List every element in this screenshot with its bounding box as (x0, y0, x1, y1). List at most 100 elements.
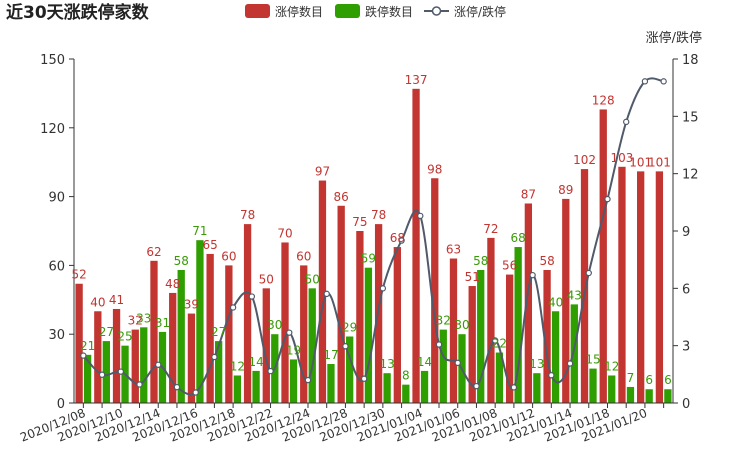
bar-limit-up (543, 269, 551, 403)
data-label-limit-up: 98 (427, 162, 442, 176)
data-label-limit-down: 32 (436, 314, 451, 328)
bars-layer (75, 88, 672, 404)
data-label-limit-up: 58 (539, 254, 554, 268)
bar-limit-down (140, 327, 148, 403)
ratio-point (136, 381, 143, 388)
bar-limit-down (83, 354, 92, 403)
y-left-tick-label: 30 (48, 328, 65, 343)
data-label-limit-up: 40 (90, 295, 105, 309)
data-label-limit-down: 15 (585, 353, 600, 367)
ratio-point (641, 78, 649, 85)
bar-limit-down (626, 386, 635, 403)
ratio-point (98, 371, 106, 378)
legend-marker-ratio (431, 6, 442, 16)
data-label-limit-down: 6 (645, 373, 653, 387)
bar-limit-down (514, 247, 522, 403)
data-label-limit-up: 78 (240, 208, 255, 222)
ratio-point (360, 375, 368, 382)
data-label-limit-down: 59 (361, 252, 376, 266)
data-label-limit-down: 13 (379, 357, 394, 371)
ratio-point (417, 212, 424, 220)
ratio-line-layer (80, 77, 667, 396)
ratio-point (398, 237, 405, 244)
data-label-limit-up: 70 (277, 226, 292, 240)
data-label-limit-down: 40 (548, 295, 563, 309)
y-left-tick-label: 0 (57, 397, 65, 412)
bar-limit-up (169, 292, 177, 403)
data-label-limit-down: 12 (604, 359, 619, 373)
data-label-limit-up: 41 (109, 293, 124, 307)
bar-limit-up (281, 242, 289, 403)
ratio-point (585, 269, 592, 277)
bar-limit-down (420, 370, 429, 403)
y-right-tick-label: 12 (682, 168, 699, 183)
legend-swatch-limit-down (335, 4, 360, 18)
data-label-limit-up: 75 (352, 215, 367, 229)
bar-limit-up (150, 260, 158, 403)
bar-limit-up (262, 288, 270, 403)
bar-limit-down (570, 304, 578, 403)
data-labels-layer: 5221402741253233623148583971652760127814… (71, 73, 671, 387)
y2-axis-label: 涨停/跌停 (646, 30, 702, 46)
data-label-limit-down: 27 (211, 325, 226, 339)
data-label-limit-down: 13 (529, 357, 544, 371)
bar-limit-down (439, 329, 447, 403)
bar-limit-down (664, 389, 672, 403)
data-label-limit-up: 51 (465, 270, 480, 284)
bar-limit-down (383, 373, 391, 403)
legend-label-limit-down: 跌停数目 (365, 4, 413, 19)
data-label-limit-up: 97 (315, 165, 330, 179)
ratio-point (80, 352, 87, 359)
data-label-limit-down: 14 (248, 355, 263, 369)
bar-limit-up (225, 265, 233, 403)
y-right-tick-label: 15 (682, 110, 699, 125)
legend-item-ratio[interactable]: 涨停/跌停 (424, 4, 506, 19)
bar-limit-down (308, 288, 316, 403)
data-label-limit-up: 52 (71, 268, 86, 282)
ratio-point (660, 78, 667, 85)
legend-label-limit-up: 涨停数目 (275, 4, 323, 19)
data-label-limit-up: 60 (221, 249, 236, 263)
bar-limit-up (449, 258, 458, 403)
y-right-tick-label: 0 (682, 397, 690, 412)
bar-limit-down (346, 336, 354, 403)
legend-item-limit-up[interactable]: 涨停数目 (245, 4, 323, 19)
bar-limit-up (618, 166, 626, 403)
data-label-limit-down: 25 (117, 330, 132, 344)
data-label-limit-up: 78 (371, 208, 386, 222)
legend-item-limit-down[interactable]: 跌停数目 (335, 4, 413, 19)
data-label-limit-down: 33 (136, 311, 151, 325)
data-label-limit-up: 68 (390, 231, 405, 245)
bar-limit-down (589, 368, 597, 403)
bar-limit-up (112, 308, 121, 403)
data-label-limit-down: 30 (454, 318, 469, 332)
bar-limit-down (177, 269, 185, 403)
y-right-tick-label: 6 (682, 282, 690, 297)
legend-label-ratio: 涨停/跌停 (454, 4, 506, 19)
bar-limit-down (402, 384, 410, 403)
bar-limit-up (468, 286, 476, 403)
bar-limit-up (487, 237, 495, 403)
data-label-limit-down: 21 (80, 339, 95, 353)
ratio-point (454, 359, 461, 367)
data-label-limit-up: 50 (259, 272, 274, 286)
data-label-limit-down: 19 (286, 343, 301, 357)
ratio-point (155, 361, 162, 368)
legend: 涨停数目 跌停数目 涨停/跌停 (245, 4, 506, 19)
ratio-point (548, 372, 555, 379)
bar-limit-up (524, 203, 533, 403)
bar-limit-up (599, 109, 607, 403)
x-axis: 2020/12/082020/12/102020/12/142020/12/16… (18, 402, 673, 445)
bar-limit-down (495, 352, 504, 403)
bar-limit-up (206, 253, 214, 403)
ratio-point (192, 389, 199, 396)
y-right-tick-label: 18 (682, 53, 699, 68)
ratio-point (473, 382, 480, 390)
bar-limit-up (412, 88, 420, 404)
data-label-limit-up: 56 (502, 259, 517, 273)
bar-limit-up (655, 171, 664, 403)
data-label-limit-up: 72 (483, 222, 498, 236)
ratio-point (248, 293, 256, 300)
